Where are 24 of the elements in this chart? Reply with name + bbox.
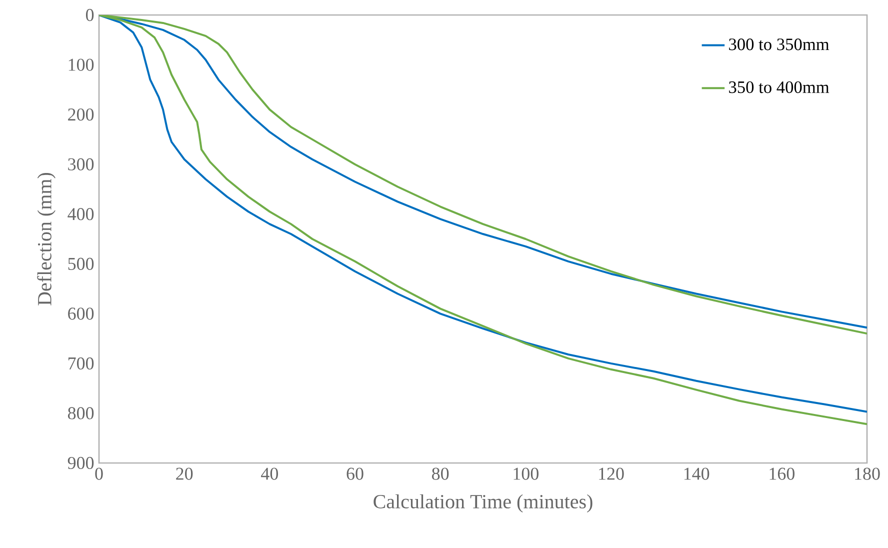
x-tick-label: 180 bbox=[855, 468, 880, 480]
x-tick-label: 160 bbox=[770, 468, 794, 480]
x-tick-label: 60 bbox=[346, 468, 364, 480]
legend-label: 300 to 350mm bbox=[729, 38, 830, 50]
y-tick-label: 600 bbox=[68, 308, 94, 320]
x-tick-label: 140 bbox=[684, 468, 710, 480]
x-tick-label: 20 bbox=[176, 468, 193, 480]
y-tick-label: 100 bbox=[68, 58, 94, 71]
y-tick-label: 700 bbox=[68, 357, 94, 370]
x-tick-label: 100 bbox=[514, 468, 538, 480]
y-tick-label: 0 bbox=[86, 8, 94, 22]
x-tick-label: 120 bbox=[599, 468, 624, 480]
y-tick-label: 400 bbox=[68, 208, 94, 220]
y-tick-label: 300 bbox=[68, 158, 94, 170]
x-tick-label: 0 bbox=[95, 468, 103, 480]
y-axis-title: Deflection (mm) bbox=[37, 172, 56, 306]
legend-label: 350 to 400mm bbox=[729, 81, 830, 94]
y-tick-label: 900 bbox=[68, 456, 94, 470]
x-tick-label: 80 bbox=[432, 468, 449, 480]
y-tick-label: 200 bbox=[68, 108, 94, 121]
x-tick-label: 40 bbox=[261, 468, 278, 480]
y-tick-label: 500 bbox=[68, 258, 94, 270]
y-tick-label: 800 bbox=[68, 407, 94, 420]
x-axis-title: Calculation Time (minutes) bbox=[374, 494, 592, 512]
